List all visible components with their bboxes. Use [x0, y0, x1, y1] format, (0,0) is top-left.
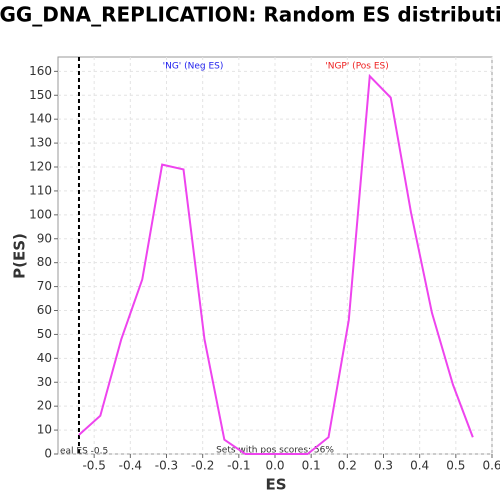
y-tick-label: 140: [29, 112, 52, 126]
y-tick-label: 60: [37, 303, 52, 317]
x-tick-label: 0.6: [482, 459, 500, 473]
y-tick-label: 50: [37, 327, 52, 341]
x-tick-label: -0.4: [119, 459, 142, 473]
x-tick-label: 0.2: [338, 459, 357, 473]
x-tick-label: 0.0: [265, 459, 284, 473]
x-tick-label: -0.5: [82, 459, 105, 473]
y-tick-label: 0: [44, 447, 52, 461]
x-tick-label: -0.3: [155, 459, 178, 473]
data-line: [78, 73, 474, 455]
y-tick-label: 70: [37, 279, 52, 293]
y-tick-label: 130: [29, 136, 52, 150]
y-tick-label: 40: [37, 351, 52, 365]
real-es-label: eal ES -0.5: [60, 447, 108, 457]
y-tick-label: 160: [29, 64, 52, 78]
x-axis-label: ES: [265, 476, 286, 494]
y-axis-label: P(ES): [11, 233, 29, 279]
x-tick-label: 0.1: [302, 459, 321, 473]
y-tick-label: 30: [37, 375, 52, 389]
y-tick-label: 80: [37, 255, 52, 269]
y-tick-label: 90: [37, 231, 52, 245]
x-tick-label: -0.2: [191, 459, 214, 473]
x-tick-label: 0.5: [446, 459, 465, 473]
y-tick-label: 20: [37, 399, 52, 413]
x-tick-label: -0.1: [227, 459, 250, 473]
annotation: Sets with pos scores: 56%: [216, 446, 334, 456]
y-tick-label: 100: [29, 207, 52, 221]
annotation: 'NGP' (Pos ES): [325, 62, 389, 72]
y-tick-label: 150: [29, 88, 52, 102]
chart-title: KEGG_DNA_REPLICATION: Random ES distribu…: [0, 3, 500, 27]
x-tick-label: 0.3: [374, 459, 393, 473]
x-tick-label: 0.4: [410, 459, 429, 473]
y-tick-label: 10: [37, 423, 52, 437]
y-tick-label: 120: [29, 160, 52, 174]
annotation: 'NG' (Neg ES): [163, 62, 224, 72]
y-tick-label: 110: [29, 183, 52, 197]
